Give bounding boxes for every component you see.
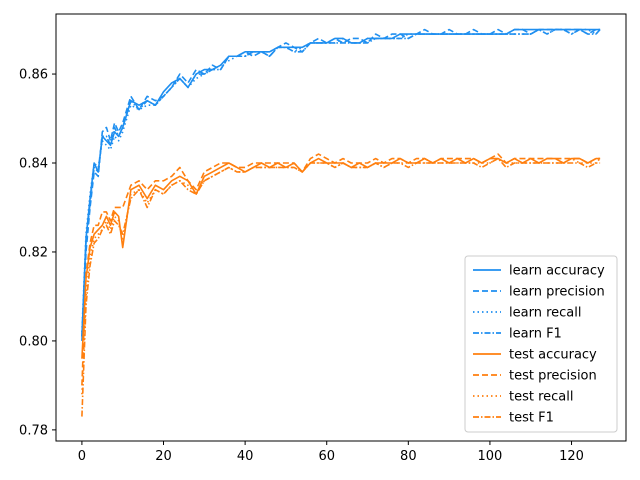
x-tick-label: 20 <box>155 449 172 464</box>
x-tick-label: 100 <box>478 449 503 464</box>
legend-label: test accuracy <box>509 348 597 363</box>
y-tick-label: 0.78 <box>19 423 48 438</box>
y-axis: 0.78 0.80 0.82 0.84 0.86 <box>19 68 56 438</box>
x-tick-label: 120 <box>559 449 584 464</box>
series-line-7 <box>81 157 601 417</box>
x-tick-label: 80 <box>400 449 417 464</box>
legend-box <box>464 255 618 433</box>
series-line-4 <box>81 157 601 359</box>
legend-label: learn precision <box>509 285 605 300</box>
y-tick-label: 0.84 <box>19 157 48 172</box>
series-line-5 <box>81 153 601 386</box>
legend-label: learn accuracy <box>509 264 605 279</box>
y-tick-label: 0.80 <box>19 334 48 349</box>
legend-label: learn recall <box>509 306 581 321</box>
plot-frame <box>55 13 627 442</box>
legend-label: test recall <box>509 390 574 405</box>
plot-lines <box>81 28 601 417</box>
x-axis: 0 20 40 60 80 100 120 <box>78 441 584 464</box>
y-tick-label: 0.86 <box>19 68 48 83</box>
legend-label: test precision <box>509 369 597 384</box>
legend-label: test F1 <box>509 411 554 426</box>
x-tick-label: 40 <box>237 449 254 464</box>
legend: learn accuracy learn precision learn recal… <box>464 255 618 433</box>
series-line-1 <box>81 28 601 341</box>
y-tick-label: 0.82 <box>19 245 48 260</box>
series-line-3 <box>81 28 601 337</box>
x-tick-label: 60 <box>318 449 335 464</box>
x-tick-label: 0 <box>78 449 86 464</box>
legend-label: learn F1 <box>509 327 562 342</box>
